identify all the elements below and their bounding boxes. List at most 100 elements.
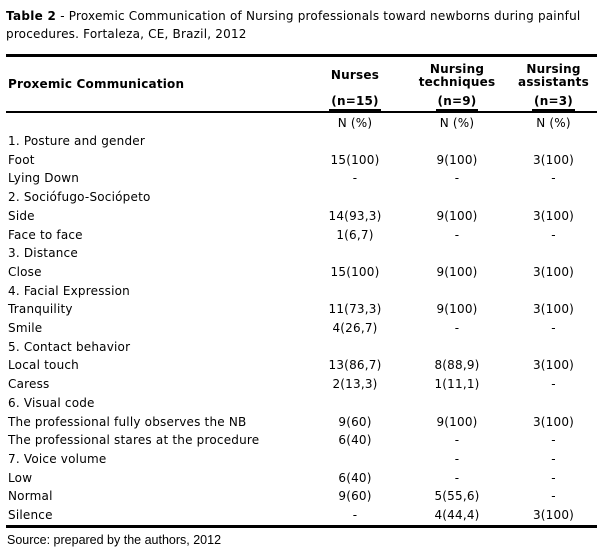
column-header-proxemic-communication: Proxemic Communication [6, 55, 306, 113]
header-row: Proxemic Communication Nurses (n=15) Nur… [6, 55, 597, 113]
techniques-value-cell [404, 132, 510, 151]
techniques-value-cell [404, 282, 510, 301]
techniques-value-cell: 9(100) [436, 414, 478, 429]
row-label-cell: The professional stares at the procedure [8, 433, 260, 448]
nurses-value-cell: 1(6,7) [336, 227, 374, 242]
row-label-cell: Close [8, 264, 42, 279]
techniques-value-cell: - [454, 470, 460, 485]
table-row: Lying Down - - - [6, 169, 597, 188]
table-row: Local touch 13(86,7) 8(88,9) 3(100) [6, 356, 597, 375]
table-row: The professional fully observes the NB 9(… [6, 413, 597, 432]
source-note: Source: prepared by the authors, 2012 [7, 532, 222, 547]
section-row: 4. Facial Expression [6, 282, 597, 301]
section-row: 5. Contact behavior [6, 338, 597, 357]
assistants-value-cell: 3(100) [532, 152, 575, 167]
nurses-value-cell: 13(86,7) [328, 358, 382, 373]
table-title-text: - Proxemic Communication of Nursing prof… [6, 9, 581, 41]
row-label-cell: Lying Down [8, 171, 80, 186]
assistants-value-cell [510, 132, 597, 151]
techniques-value-cell: 1(11,1) [434, 377, 480, 392]
assistants-value-cell: 3(100) [532, 302, 575, 317]
nurses-value-cell: 15(100) [330, 152, 380, 167]
subheader-empty-cell [6, 112, 306, 132]
assistants-value-cell [510, 394, 597, 413]
assistants-value-cell [510, 244, 597, 263]
techniques-value-cell: 5(55,6) [434, 489, 480, 504]
nurses-value-cell [306, 244, 404, 263]
column-header-nursing-techniques-n: (n=9) [404, 94, 510, 111]
assistants-value-cell: - [551, 489, 556, 504]
row-label-cell: Local touch [8, 358, 79, 373]
column-header-nursing-assistants-name: Nursing assistants [518, 61, 589, 89]
column-header-nursing-techniques-name: Nursing techniques [418, 61, 496, 89]
nurses-value-cell [306, 188, 404, 207]
subheader-row: N (%) N (%) N (%) [6, 112, 597, 132]
row-label-cell: Normal [8, 489, 53, 504]
techniques-value-cell: 9(100) [436, 152, 478, 167]
table-row: Side 14(93,3) 9(100) 3(100) [6, 207, 597, 226]
techniques-value-cell [404, 244, 510, 263]
row-label-cell: Low [8, 470, 33, 485]
assistants-value-cell: 3(100) [532, 358, 575, 373]
assistants-value-cell: 3(100) [532, 508, 575, 523]
assistants-value-cell: - [551, 171, 556, 186]
subheader-n-pct-assistants: N (%) [536, 115, 571, 130]
techniques-value-cell: - [454, 433, 460, 448]
nurses-value-cell [306, 282, 404, 301]
techniques-value-cell [404, 394, 510, 413]
assistants-value-cell [510, 188, 597, 207]
row-label-cell: 1. Posture and gender [8, 134, 145, 148]
techniques-value-cell: - [454, 227, 460, 242]
nurses-value-cell [306, 132, 404, 151]
nurses-value-cell: 9(60) [338, 489, 372, 504]
row-label-cell: 7. Voice volume [8, 451, 107, 466]
techniques-value-cell: 9(100) [436, 208, 478, 223]
nurses-value-cell [306, 450, 404, 469]
proxemic-table: Proxemic Communication Nurses (n=15) Nur… [6, 54, 597, 528]
row-label-cell: The professional fully observes the NB [8, 414, 247, 429]
nurses-value-cell: 11(73,3) [328, 302, 382, 317]
row-label-cell: Tranquility [8, 302, 73, 317]
nurses-value-cell: - [352, 508, 358, 523]
assistants-value-cell: 3(100) [532, 264, 575, 279]
assistants-value-cell: - [551, 451, 556, 466]
row-label-cell: Caress [8, 377, 50, 392]
table-title-label: Table 2 [6, 9, 57, 23]
assistants-value-cell: - [551, 377, 556, 392]
row-label-cell: 2. Sociófugo-Sociópeto [8, 190, 151, 205]
row-label-cell: 5. Contact behavior [8, 339, 131, 354]
column-header-nursing-assistants-n: (n=3) [510, 94, 597, 111]
row-label-cell: 3. Distance [8, 246, 78, 261]
assistants-value-cell: - [551, 321, 556, 336]
table-row: Face to face 1(6,7) - - [6, 226, 597, 245]
row-label-cell: 4. Facial Expression [8, 283, 130, 298]
row-label-cell: Silence [8, 508, 53, 523]
techniques-value-cell: - [454, 321, 460, 336]
row-label-cell: Face to face [8, 227, 83, 242]
assistants-value-cell: - [551, 470, 556, 485]
assistants-value-cell: - [551, 433, 556, 448]
techniques-value-cell: - [454, 451, 460, 466]
row-label-cell: Smile [8, 321, 43, 336]
section-row: 2. Sociófugo-Sociópeto [6, 188, 597, 207]
section-row: 7. Voice volume - - [6, 450, 597, 469]
assistants-value-cell: 3(100) [532, 208, 575, 223]
nurses-value-cell: 9(60) [338, 414, 372, 429]
assistants-value-cell [510, 282, 597, 301]
section-row: 6. Visual code [6, 394, 597, 413]
techniques-value-cell: 9(100) [436, 264, 478, 279]
techniques-value-cell: - [454, 171, 460, 186]
column-header-nursing-assistants: Nursing assistants (n=3) [510, 55, 597, 113]
nurses-value-cell: 2(13,3) [332, 377, 378, 392]
nurses-value-cell: 4(26,7) [332, 321, 378, 336]
row-label-cell: 6. Visual code [8, 395, 95, 410]
nurses-value-cell: 14(93,3) [328, 208, 382, 223]
column-header-nurses-name: Nurses [330, 68, 380, 82]
subheader-n-pct-nurses: N (%) [337, 115, 373, 130]
table-row: Low 6(40) - - [6, 469, 597, 488]
table-row: Caress 2(13,3) 1(11,1) - [6, 375, 597, 394]
table-row: Silence - 4(44,4) 3(100) [6, 506, 597, 526]
table-title: Table 2 - Proxemic Communication of Nurs… [6, 7, 597, 43]
nurses-value-cell [306, 338, 404, 357]
